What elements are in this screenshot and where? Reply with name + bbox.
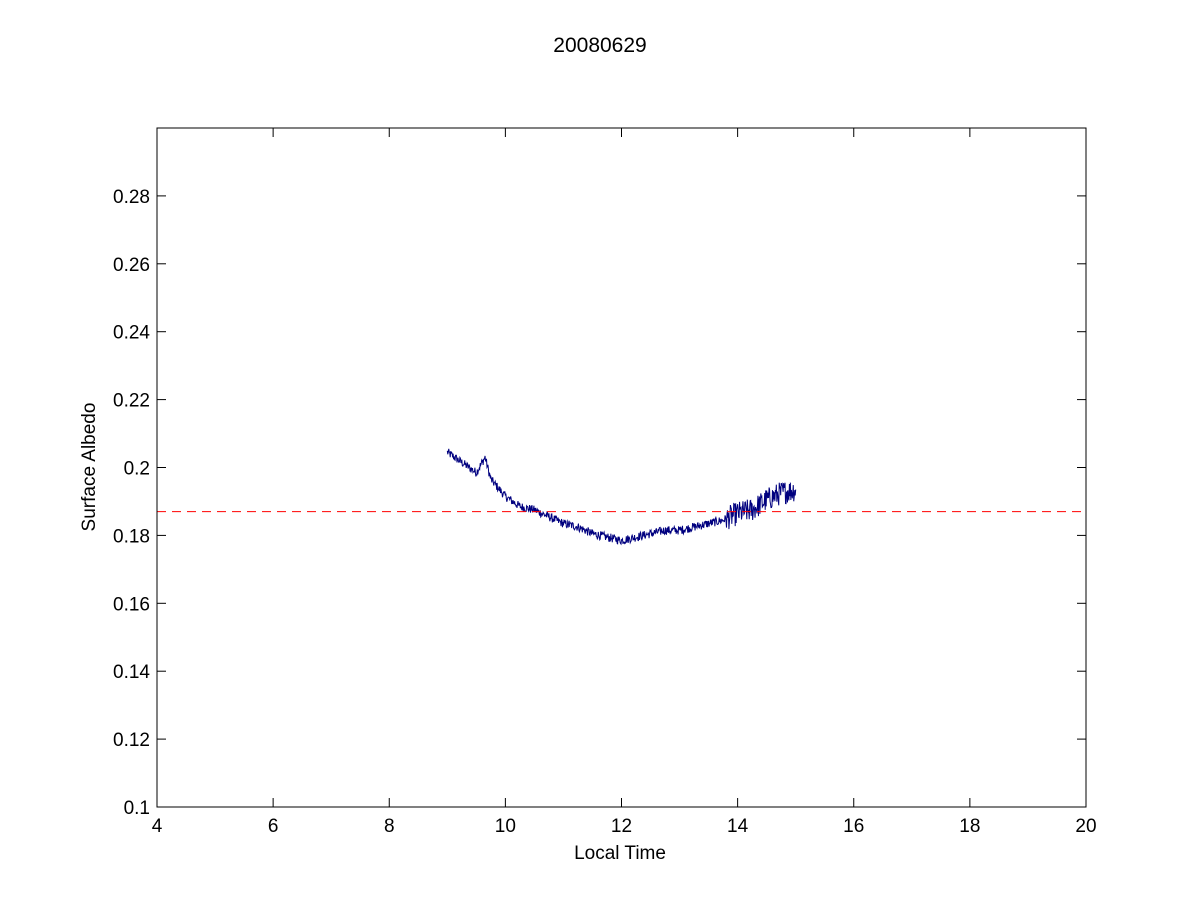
x-tick-label: 12 [611, 816, 632, 837]
y-tick-label: 0.18 [113, 526, 150, 547]
y-tick-label: 0.28 [113, 187, 150, 208]
x-tick-label: 18 [959, 816, 980, 837]
x-tick-label: 14 [727, 816, 749, 837]
axes-layer: 4 6 8 10 12 14 16 18 20 0.1 0.12 0.14 0.16 0.18 0.2 0.2… [113, 128, 1097, 837]
x-tick-label: 8 [384, 816, 395, 837]
x-tick-label: 20 [1075, 816, 1096, 837]
plot-series-layer [157, 448, 1086, 546]
x-tick-label: 10 [495, 816, 516, 837]
x-tick-label: 16 [843, 816, 864, 837]
y-tick-label: 0.26 [113, 255, 150, 276]
x-axis-label: Local Time [574, 843, 666, 864]
y-tick-label: 0.16 [113, 594, 150, 615]
y-tick-label: 0.12 [113, 730, 150, 751]
y-tick-label: 0.1 [124, 798, 150, 819]
albedo-series-line [446, 448, 797, 546]
x-tick-label: 6 [268, 816, 279, 837]
y-tick-label: 0.14 [113, 662, 150, 683]
y-tick-label: 0.24 [113, 323, 150, 344]
y-tick-label: 0.2 [124, 459, 150, 480]
x-tick-label: 4 [152, 816, 163, 837]
y-axis-label: Surface Albedo [79, 403, 100, 532]
y-tick-label: 0.22 [113, 391, 150, 412]
plot-frame [156, 127, 1087, 808]
chart-title: 20080629 [553, 34, 646, 57]
